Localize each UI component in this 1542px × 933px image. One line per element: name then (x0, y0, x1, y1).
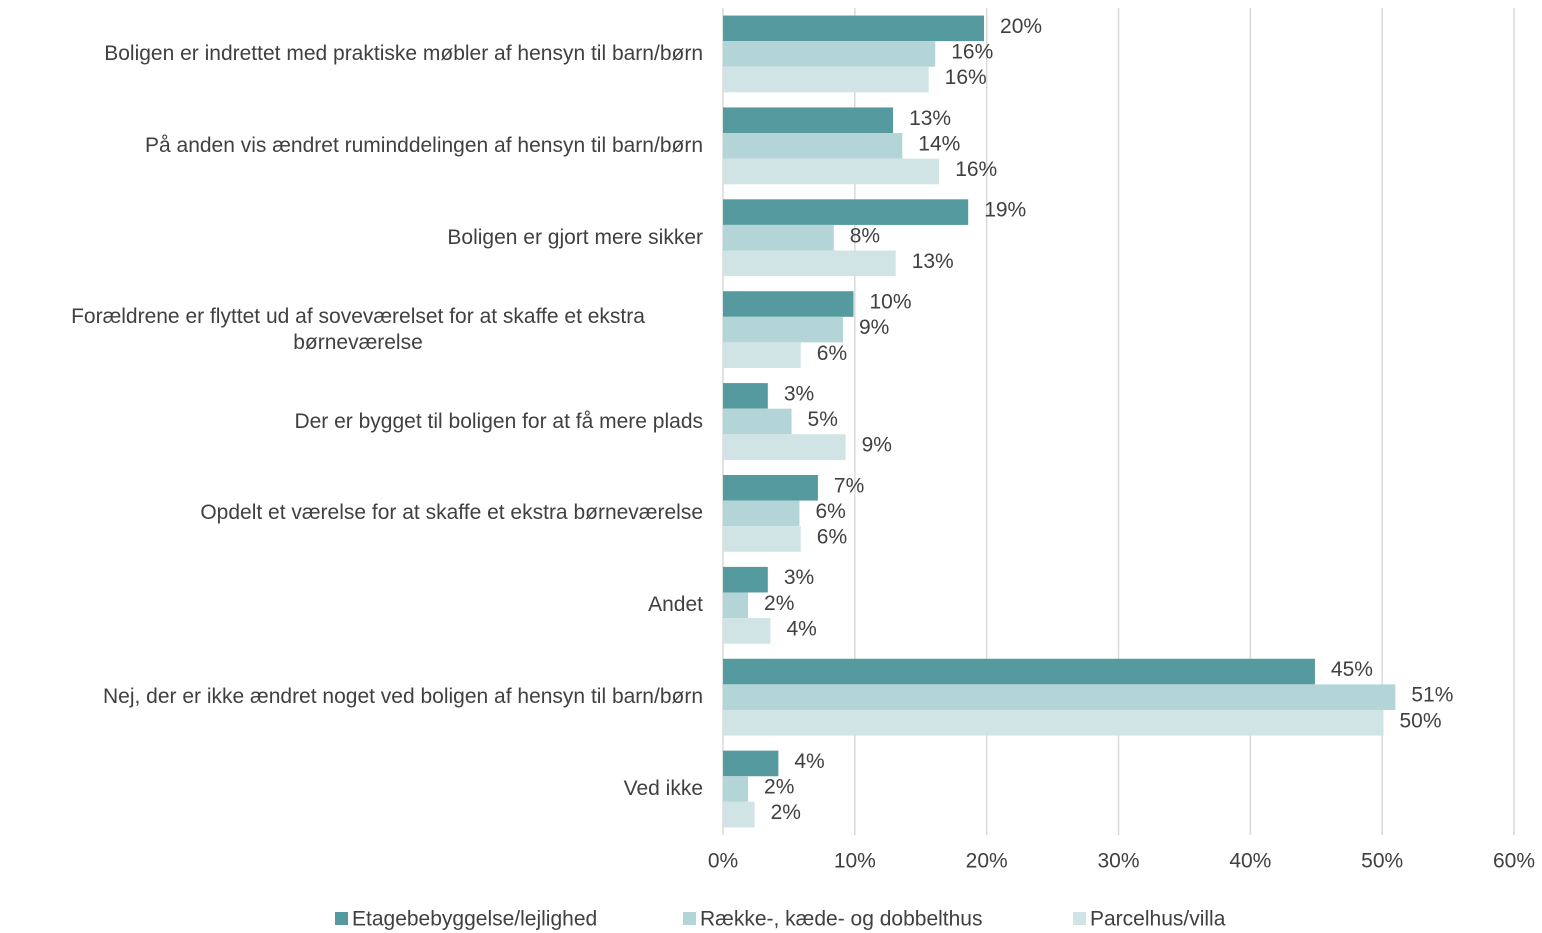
value-label: 5% (808, 408, 838, 431)
value-label: 19% (984, 199, 1026, 222)
bar (723, 41, 936, 67)
bar (723, 500, 800, 527)
x-tick-label: 60% (1493, 850, 1535, 873)
category-label: Opdelt et værelse for at skaffe et ekstr… (200, 501, 703, 525)
category-label: Forældrene er flyttet ud af soveværelset… (71, 304, 645, 354)
bar (723, 158, 940, 185)
category-label: Nej, der er ikke ændret noget ved bolige… (102, 685, 703, 709)
bar (723, 107, 894, 134)
bar (723, 199, 969, 225)
x-tick-label: 50% (1361, 850, 1403, 873)
value-label: 6% (817, 526, 847, 549)
bar (723, 658, 1315, 685)
value-label: 16% (955, 158, 997, 181)
bar (723, 776, 749, 802)
bar (723, 526, 801, 552)
bar (723, 750, 779, 777)
legend-swatch (683, 912, 696, 925)
bar (723, 66, 929, 93)
value-label: 6% (817, 342, 847, 365)
bar (723, 566, 768, 593)
legend-label: Række-, kæde- og dobbelthus (700, 908, 983, 931)
value-label: 14% (918, 132, 960, 155)
value-label: 8% (850, 224, 880, 247)
bar (723, 592, 749, 619)
bar (723, 250, 896, 277)
bar (723, 618, 771, 644)
value-label: 3% (784, 566, 814, 589)
x-tick-label: 10% (834, 850, 876, 873)
x-tick-label: 40% (1229, 850, 1271, 873)
bar (723, 434, 846, 460)
value-label: 6% (815, 500, 845, 523)
bar (723, 408, 792, 435)
legend-swatch (1073, 912, 1086, 925)
bar (723, 684, 1396, 710)
value-label: 45% (1331, 658, 1373, 681)
legend-label: Parcelhus/villa (1090, 908, 1226, 931)
value-label: 4% (794, 750, 824, 773)
value-label: 20% (1000, 15, 1042, 38)
value-label: 51% (1411, 684, 1453, 707)
value-label: 13% (909, 107, 951, 130)
bar (723, 342, 801, 369)
value-label: 7% (834, 474, 864, 497)
bar (723, 133, 903, 159)
value-label: 10% (870, 291, 912, 314)
value-label: 50% (1399, 709, 1441, 732)
value-label: 2% (764, 776, 794, 799)
category-label: Boligen er indrettet med praktiske møble… (104, 41, 703, 65)
value-label: 9% (859, 316, 889, 339)
legend-swatch (335, 912, 348, 925)
category-label: På anden vis ændret ruminddelingen af he… (145, 133, 703, 157)
bar (723, 224, 834, 251)
value-label: 13% (912, 250, 954, 273)
bar (723, 709, 1384, 736)
category-label: Boligen er gjort mere sikker (447, 225, 703, 249)
bar (723, 383, 768, 409)
x-tick-label: 20% (966, 850, 1008, 873)
bar (723, 801, 755, 828)
bar (723, 291, 854, 317)
x-tick-label: 30% (1097, 850, 1139, 873)
bar (723, 15, 985, 42)
value-label: 16% (951, 40, 993, 63)
value-label: 2% (771, 801, 801, 824)
value-label: 3% (784, 382, 814, 405)
value-label: 4% (786, 617, 816, 640)
value-label: 2% (764, 592, 794, 615)
legend-label: Etagebebyggelse/lejlighed (352, 908, 597, 931)
value-label: 9% (862, 434, 892, 457)
category-label: Ved ikke (623, 777, 703, 801)
bar (723, 474, 818, 501)
category-label: Andet (648, 593, 703, 617)
x-tick-label: 0% (708, 850, 738, 873)
bar (723, 316, 843, 343)
category-label: Der er bygget til boligen for at få mere… (294, 409, 703, 433)
value-label: 16% (945, 66, 987, 89)
